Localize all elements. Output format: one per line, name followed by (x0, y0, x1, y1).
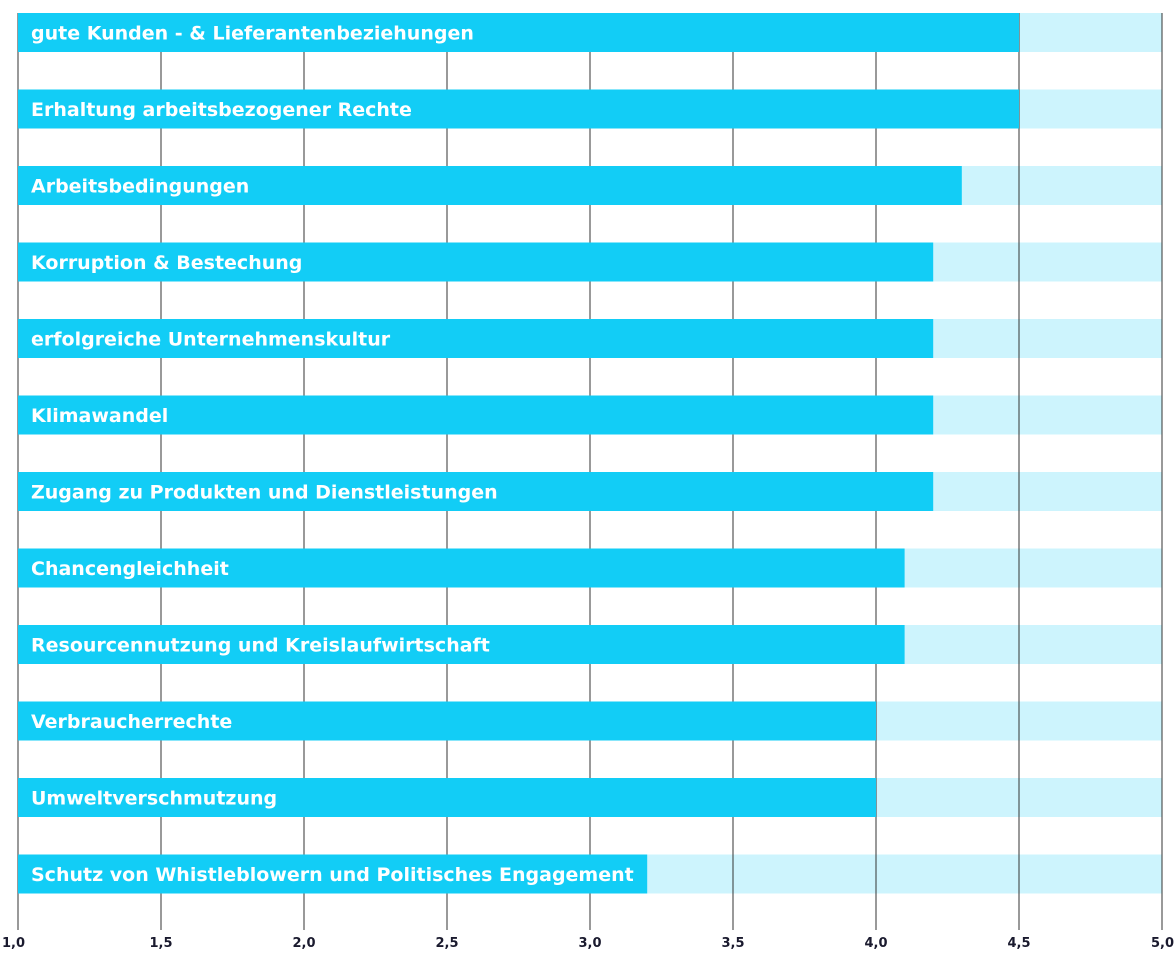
bar (18, 548, 905, 588)
bar (18, 701, 876, 741)
bar-label: Erhaltung arbeitsbezogener Rechte (31, 99, 412, 121)
bar-label: Chancengleichheit (31, 558, 229, 580)
bar-label: gute Kunden - & Lieferantenbeziehungen (31, 23, 474, 45)
x-tick-label: 2,0 (292, 936, 315, 951)
bar-label: erfolgreiche Unternehmenskultur (31, 329, 391, 351)
bar (18, 89, 1019, 129)
bar-label: Schutz von Whistleblowern und Politische… (31, 864, 634, 886)
bars (18, 13, 1019, 894)
x-tick-label: 1,5 (149, 936, 172, 951)
bar-label: Verbraucherrechte (31, 711, 232, 733)
bar (18, 395, 934, 435)
x-tick-label: 3,0 (578, 936, 601, 951)
x-tick-label: 1,0 (2, 936, 25, 951)
bar-label: Umweltverschmutzung (31, 788, 277, 810)
bar-label: Resourcennutzung und Kreislaufwirtschaft (31, 635, 490, 657)
x-tick-label: 2,5 (435, 936, 458, 951)
x-tick-label: 4,0 (864, 936, 887, 951)
bar-label: Arbeitsbedingungen (31, 176, 249, 198)
bar (18, 242, 934, 282)
bar (18, 319, 934, 358)
x-tick-label: 4,5 (1007, 936, 1030, 951)
bar-label: Zugang zu Produkten und Dienstleistungen (31, 482, 498, 504)
x-axis-ticks: 1,0 1,5 2,0 2,5 3,0 3,5 4,0 4,5 5,0 (2, 936, 1174, 951)
x-tick-label: 3,5 (721, 936, 744, 951)
x-tick-label: 5,0 (1151, 936, 1174, 951)
bar (18, 472, 934, 511)
bar (18, 854, 648, 894)
bar-labels: gute Kunden - & Lieferantenbeziehungen Er… (31, 23, 634, 887)
bar (18, 625, 905, 664)
bar (18, 166, 962, 205)
grid-lines (17, 13, 1163, 930)
bar-label: Klimawandel (31, 405, 168, 427)
bar-label: Korruption & Bestechung (31, 252, 302, 274)
bar (18, 13, 1019, 52)
bar (18, 778, 876, 817)
